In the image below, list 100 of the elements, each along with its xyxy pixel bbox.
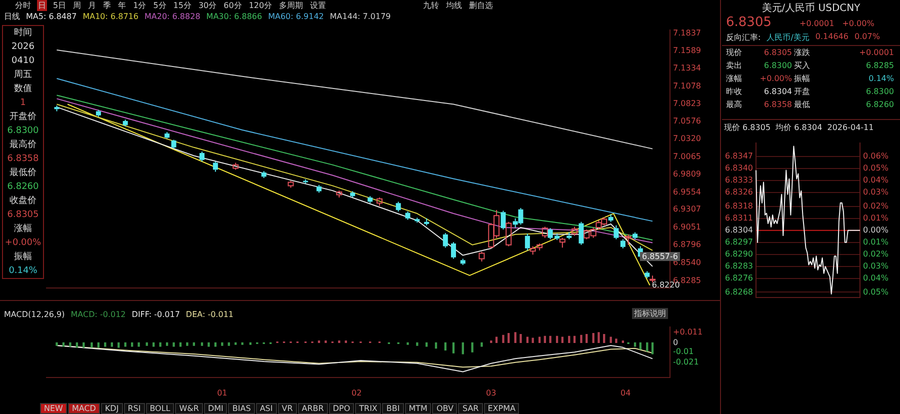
candlestick bbox=[442, 232, 448, 248]
y-tick-label: 7.1078 bbox=[673, 81, 701, 90]
y-tick-label: 6.8318 bbox=[725, 201, 753, 210]
candlestick bbox=[644, 270, 650, 279]
bar bbox=[406, 342, 409, 345]
bar bbox=[344, 340, 347, 344]
y-tick-label: 7.1837 bbox=[673, 28, 701, 38]
x-tick-label: 04 bbox=[620, 388, 631, 398]
bar bbox=[110, 342, 113, 347]
y-tick-label: 7.0576 bbox=[673, 116, 701, 126]
text: MA144: 7.0179 bbox=[330, 12, 391, 21]
y-tick-label: +0.011 bbox=[673, 328, 703, 336]
text: 涨幅 bbox=[726, 73, 743, 84]
y-tick-label: 6.9809 bbox=[673, 170, 701, 179]
text: MACD: -0.012 bbox=[70, 310, 126, 318]
bar bbox=[568, 336, 570, 344]
candlestick bbox=[625, 234, 632, 246]
text: +0.00% bbox=[842, 19, 874, 28]
bar bbox=[532, 338, 534, 344]
bar bbox=[544, 336, 546, 344]
text: 周五 bbox=[14, 69, 32, 82]
candlestick bbox=[164, 132, 170, 138]
bar bbox=[634, 342, 636, 347]
text: 最高价 bbox=[10, 138, 36, 152]
bar bbox=[318, 340, 320, 344]
y-tick-label: 7.0823 bbox=[673, 99, 701, 108]
y-tick-label: 7.0320 bbox=[673, 134, 701, 144]
text: 6.8358 bbox=[7, 153, 39, 166]
text: 6.8260 bbox=[865, 99, 894, 110]
text: 0410 bbox=[12, 55, 34, 68]
bar bbox=[172, 342, 175, 347]
y2-tick-label: 0.03% bbox=[863, 188, 889, 197]
y2-tick-label: 0.03% bbox=[863, 262, 889, 271]
text: 0.14% bbox=[8, 265, 38, 278]
bar bbox=[646, 342, 648, 352]
chart-title: 现价 6.8305 均价 6.8304 2026-04-11 bbox=[723, 122, 875, 134]
y-tick-label: 6.8796 bbox=[673, 240, 701, 250]
bar bbox=[639, 342, 642, 350]
bar bbox=[508, 333, 510, 344]
y-tick-label: 6.8290 bbox=[725, 250, 753, 259]
text: MA60: 6.9142 bbox=[268, 12, 324, 21]
text: 涨幅 bbox=[14, 222, 32, 236]
text: 5日 bbox=[52, 0, 68, 11]
y-tick-label: 0 bbox=[673, 338, 678, 347]
bar bbox=[62, 342, 65, 347]
text: 2026 bbox=[12, 41, 34, 54]
bar bbox=[208, 342, 210, 347]
candlestick bbox=[500, 210, 506, 230]
text: 均线 bbox=[445, 0, 464, 11]
text: ARBR bbox=[298, 402, 328, 414]
bar bbox=[502, 334, 504, 344]
y2-tick-label: 0.02% bbox=[863, 201, 889, 210]
text: 1分 bbox=[132, 0, 148, 11]
bar bbox=[124, 342, 126, 347]
y-tick-label: 6.8268 bbox=[725, 287, 753, 296]
bar bbox=[426, 342, 428, 347]
y-tick-label: 6.8283 bbox=[725, 262, 753, 271]
candlestick bbox=[200, 151, 204, 162]
bar bbox=[324, 340, 327, 344]
x-tick-label: 03 bbox=[486, 388, 496, 398]
text: TRIX bbox=[355, 402, 382, 414]
text: +0.0001 bbox=[858, 47, 894, 58]
text: 分时 bbox=[14, 0, 32, 11]
x-tick-label: 02 bbox=[352, 388, 362, 398]
text: 删自选 bbox=[468, 0, 494, 11]
bar bbox=[549, 336, 552, 344]
bar bbox=[192, 342, 196, 346]
candlestick bbox=[566, 232, 572, 240]
text: 6.8304 bbox=[763, 86, 792, 97]
bar bbox=[622, 340, 624, 344]
text: 6.8300 bbox=[7, 125, 39, 138]
text: 最高 bbox=[726, 99, 743, 110]
text: 最低 bbox=[793, 99, 811, 110]
candlestick bbox=[396, 201, 401, 212]
text: RSI bbox=[124, 402, 145, 414]
candlestick bbox=[122, 119, 128, 128]
bar bbox=[520, 334, 522, 344]
bar bbox=[592, 333, 594, 344]
text: 5分 bbox=[152, 0, 168, 11]
candlestick bbox=[530, 246, 536, 256]
chart-title: MACD(12,26,9) bbox=[4, 310, 65, 318]
text: BOLL bbox=[146, 402, 174, 414]
text: 时间 bbox=[14, 26, 32, 40]
text: KDJ bbox=[100, 402, 123, 414]
bar bbox=[249, 342, 252, 345]
text: MA10: 6.8716 bbox=[82, 12, 138, 21]
text: VR bbox=[278, 402, 297, 414]
text: 卖出 bbox=[726, 60, 743, 71]
text: 年 bbox=[117, 0, 128, 11]
text: 振幅 bbox=[793, 73, 811, 84]
y2-tick-label: 0.05% bbox=[863, 287, 889, 296]
candlestick bbox=[460, 258, 466, 266]
y-tick-label: 7.1334 bbox=[673, 64, 701, 73]
text: DEA: -0.011 bbox=[186, 310, 234, 318]
text: 0.14646 bbox=[815, 32, 848, 43]
candlestick bbox=[368, 196, 373, 204]
y-tick-label: 6.9307 bbox=[673, 204, 701, 214]
candlestick bbox=[608, 214, 614, 222]
text: 开盘价 bbox=[10, 110, 36, 124]
text: 美元/人民币 USDCNY bbox=[760, 2, 862, 15]
